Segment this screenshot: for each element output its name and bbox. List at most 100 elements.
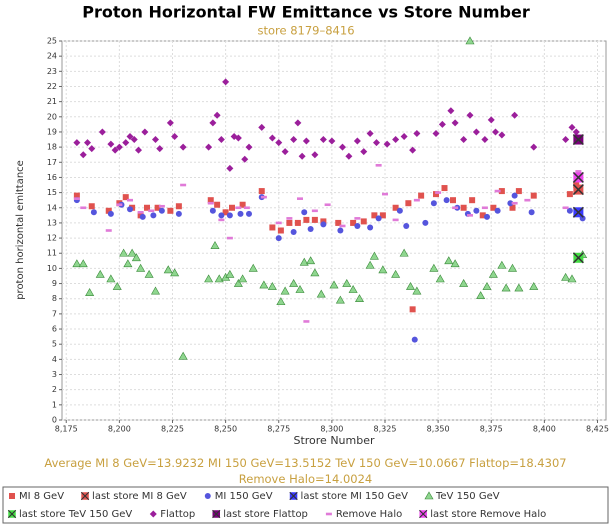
point bbox=[561, 272, 571, 281]
y-tick-label: 18 bbox=[47, 143, 57, 152]
point bbox=[98, 128, 106, 136]
y-tick-label: 19 bbox=[47, 127, 57, 136]
point bbox=[562, 136, 570, 144]
point bbox=[572, 134, 584, 146]
point-cross bbox=[80, 491, 90, 501]
point bbox=[225, 269, 235, 278]
point bbox=[311, 151, 319, 159]
point bbox=[122, 194, 129, 201]
point bbox=[465, 36, 475, 45]
point bbox=[405, 281, 416, 290]
point bbox=[306, 256, 316, 265]
point bbox=[511, 111, 519, 119]
point bbox=[301, 209, 308, 216]
x-tick-label: 8,375 bbox=[480, 425, 503, 434]
point bbox=[429, 263, 439, 272]
point bbox=[441, 185, 448, 192]
point bbox=[365, 260, 375, 269]
point bbox=[214, 274, 224, 283]
point bbox=[432, 129, 440, 137]
point bbox=[268, 134, 276, 142]
point bbox=[452, 206, 459, 210]
point bbox=[342, 278, 352, 287]
point bbox=[366, 129, 374, 137]
point bbox=[484, 213, 490, 220]
point bbox=[178, 351, 188, 360]
point bbox=[310, 268, 320, 277]
point bbox=[405, 200, 412, 207]
point bbox=[412, 286, 422, 295]
point bbox=[379, 212, 386, 219]
point bbox=[217, 136, 225, 144]
point bbox=[383, 140, 391, 148]
point bbox=[127, 248, 137, 257]
point bbox=[472, 128, 480, 136]
y-tick-label: 21 bbox=[47, 97, 57, 106]
point bbox=[107, 210, 114, 217]
point bbox=[382, 192, 388, 196]
legend-label: last store Remove Halo bbox=[430, 509, 546, 520]
point bbox=[311, 216, 318, 223]
x-tick-label: 8,200 bbox=[108, 425, 131, 434]
y-tick-label: 5 bbox=[52, 340, 57, 349]
point bbox=[85, 288, 95, 296]
y-tick-label: 14 bbox=[47, 203, 57, 212]
legend-item: last store Remove Halo bbox=[430, 509, 546, 520]
point bbox=[572, 252, 584, 264]
point bbox=[295, 285, 305, 293]
averages-note: Average MI 8 GeV=13.9232 MI 150 GeV=13.5… bbox=[44, 456, 567, 486]
point bbox=[316, 289, 326, 298]
point bbox=[328, 137, 336, 145]
point bbox=[280, 286, 290, 295]
point bbox=[119, 248, 129, 257]
point bbox=[150, 286, 161, 295]
point bbox=[302, 137, 310, 145]
point bbox=[167, 207, 174, 214]
point bbox=[294, 119, 302, 127]
point bbox=[562, 206, 569, 210]
point bbox=[509, 204, 516, 211]
point bbox=[73, 197, 80, 200]
point bbox=[275, 221, 282, 225]
point bbox=[481, 206, 488, 210]
point bbox=[501, 283, 511, 292]
point bbox=[460, 136, 468, 144]
point-cross bbox=[419, 509, 428, 519]
point bbox=[572, 171, 584, 183]
chart-subtitle: store 8179–8416 bbox=[257, 24, 354, 38]
point bbox=[275, 139, 283, 147]
point bbox=[170, 268, 180, 277]
point bbox=[235, 206, 242, 210]
point bbox=[78, 259, 88, 268]
point bbox=[84, 139, 91, 147]
y-tick-label: 16 bbox=[47, 173, 57, 182]
y-tick-label: 24 bbox=[47, 52, 57, 61]
point bbox=[371, 212, 378, 219]
legend-item: last store TeV 150 GeV bbox=[19, 509, 132, 520]
legend-label: last store MI 8 GeV bbox=[92, 491, 187, 502]
point bbox=[572, 206, 584, 218]
point bbox=[345, 152, 353, 160]
point bbox=[335, 295, 345, 304]
point bbox=[430, 200, 437, 207]
point bbox=[141, 128, 149, 136]
point bbox=[392, 136, 400, 144]
point bbox=[367, 224, 374, 231]
point bbox=[572, 184, 584, 196]
point bbox=[320, 218, 327, 225]
point bbox=[515, 188, 522, 195]
point bbox=[482, 281, 492, 290]
point-cross bbox=[572, 184, 584, 196]
point bbox=[131, 253, 141, 262]
point bbox=[106, 274, 116, 283]
point bbox=[435, 191, 442, 194]
legend-item: last store MI 8 GeV bbox=[92, 491, 187, 502]
point bbox=[116, 203, 123, 207]
point bbox=[354, 217, 361, 220]
point bbox=[239, 201, 246, 208]
point bbox=[180, 183, 187, 187]
point bbox=[530, 143, 538, 151]
point bbox=[175, 203, 182, 210]
y-axis-label: proton horizontal emittance bbox=[15, 160, 26, 300]
